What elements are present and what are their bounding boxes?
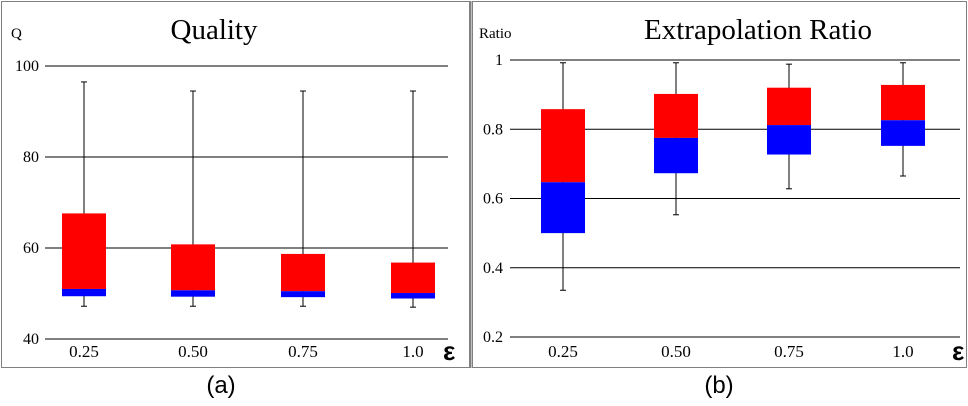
box-upper <box>62 213 106 289</box>
box-lower <box>541 182 585 234</box>
chart-a-xlabel: ε <box>443 336 455 366</box>
x-tick-label: 0.75 <box>774 342 804 361</box>
box-upper <box>391 262 435 294</box>
box-upper <box>767 87 811 126</box>
box-lower <box>654 137 698 174</box>
x-tick-label: 0.50 <box>661 342 691 361</box>
chart-b-title: Extrapolation Ratio <box>644 14 872 46</box>
y-tick-label: 80 <box>23 149 39 166</box>
y-tick-label: 1 <box>495 52 503 69</box>
box-lower <box>391 293 435 299</box>
box-upper <box>171 244 215 291</box>
y-tick-label: 0.6 <box>483 191 503 208</box>
y-tick-label: 100 <box>15 58 39 75</box>
box-upper <box>654 93 698 138</box>
box-lower <box>767 125 811 155</box>
box-lower <box>171 290 215 297</box>
box-lower <box>281 291 325 298</box>
box-upper <box>541 109 585 183</box>
x-tick-label: 0.50 <box>178 342 208 361</box>
y-tick-label: 0.4 <box>483 260 503 277</box>
chart-a-ylabel: Q <box>11 26 22 42</box>
chart-b-ylabel: Ratio <box>479 26 512 42</box>
chart-a-plot: 40 60 80 100 0.25 0.50 0.75 1.0 <box>15 58 448 361</box>
x-tick-label: 1.0 <box>892 342 913 361</box>
x-tick-label: 0.25 <box>69 342 99 361</box>
chart-b-caption: (b) <box>704 372 733 399</box>
box-lower <box>881 120 925 146</box>
y-tick-label: 40 <box>23 331 39 348</box>
y-tick-label: 60 <box>23 240 39 257</box>
panel-a-frame <box>1 1 470 368</box>
panel-b-frame <box>472 1 967 368</box>
x-tick-label: 0.25 <box>548 342 578 361</box>
chart-b-plot: 0.2 0.4 0.6 0.8 1 0.25 0.50 0.75 1.0 <box>483 52 960 361</box>
box-lower <box>62 288 106 297</box>
box-upper <box>881 84 925 121</box>
chart-a-title: Quality <box>171 14 258 46</box>
x-tick-label: 0.75 <box>288 342 318 361</box>
x-tick-label: 1.0 <box>402 342 423 361</box>
box-upper <box>281 253 325 292</box>
y-tick-label: 0.8 <box>483 121 503 138</box>
chart-a-caption: (a) <box>206 372 235 399</box>
chart-b-xlabel: ε <box>952 336 964 366</box>
y-tick-label: 0.2 <box>483 329 503 346</box>
